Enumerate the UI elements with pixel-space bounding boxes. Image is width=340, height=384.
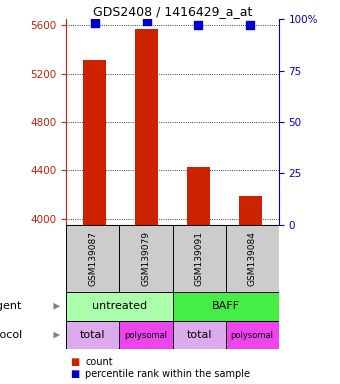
Point [144,18,149,24]
Text: untreated: untreated [92,301,147,311]
Text: polysomal: polysomal [124,331,168,339]
Text: GSM139091: GSM139091 [194,231,204,286]
Bar [66,321,119,349]
Text: total: total [80,330,106,340]
Bar [239,195,262,225]
Bar [173,292,279,321]
Bar [119,225,173,292]
Point [196,22,201,28]
Point [248,22,253,28]
Text: percentile rank within the sample: percentile rank within the sample [85,369,250,379]
Text: GSM139087: GSM139087 [88,231,97,286]
Bar [83,60,106,225]
Bar [187,167,210,225]
Bar [135,29,158,225]
Bar [226,321,279,349]
Text: BAFF: BAFF [212,301,240,311]
Bar [119,321,173,349]
Text: GSM139084: GSM139084 [248,231,257,286]
Bar [66,225,119,292]
Bar [173,225,226,292]
Bar [173,321,226,349]
Text: count: count [85,357,113,367]
Text: ■: ■ [70,357,79,367]
Text: ■: ■ [70,369,79,379]
Bar [66,292,173,321]
Text: GSM139079: GSM139079 [141,231,151,286]
Text: protocol: protocol [0,330,22,340]
Text: polysomal: polysomal [231,331,274,339]
Text: total: total [186,330,212,340]
Bar [226,225,279,292]
Text: agent: agent [0,301,22,311]
Point [92,20,98,26]
Title: GDS2408 / 1416429_a_at: GDS2408 / 1416429_a_at [93,5,252,18]
